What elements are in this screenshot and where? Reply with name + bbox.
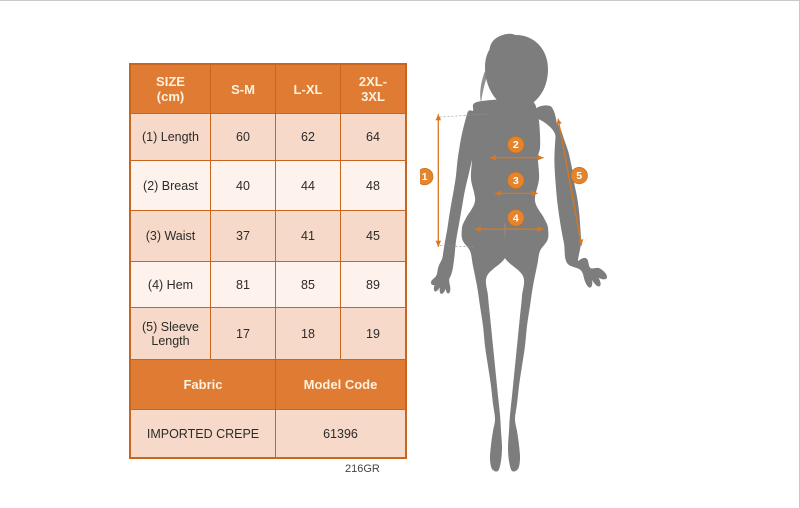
svg-text:3: 3 [513,175,519,187]
svg-text:5: 5 [576,170,582,182]
svg-text:1: 1 [422,171,428,183]
svg-text:2: 2 [513,139,519,151]
svg-text:4: 4 [513,212,519,224]
